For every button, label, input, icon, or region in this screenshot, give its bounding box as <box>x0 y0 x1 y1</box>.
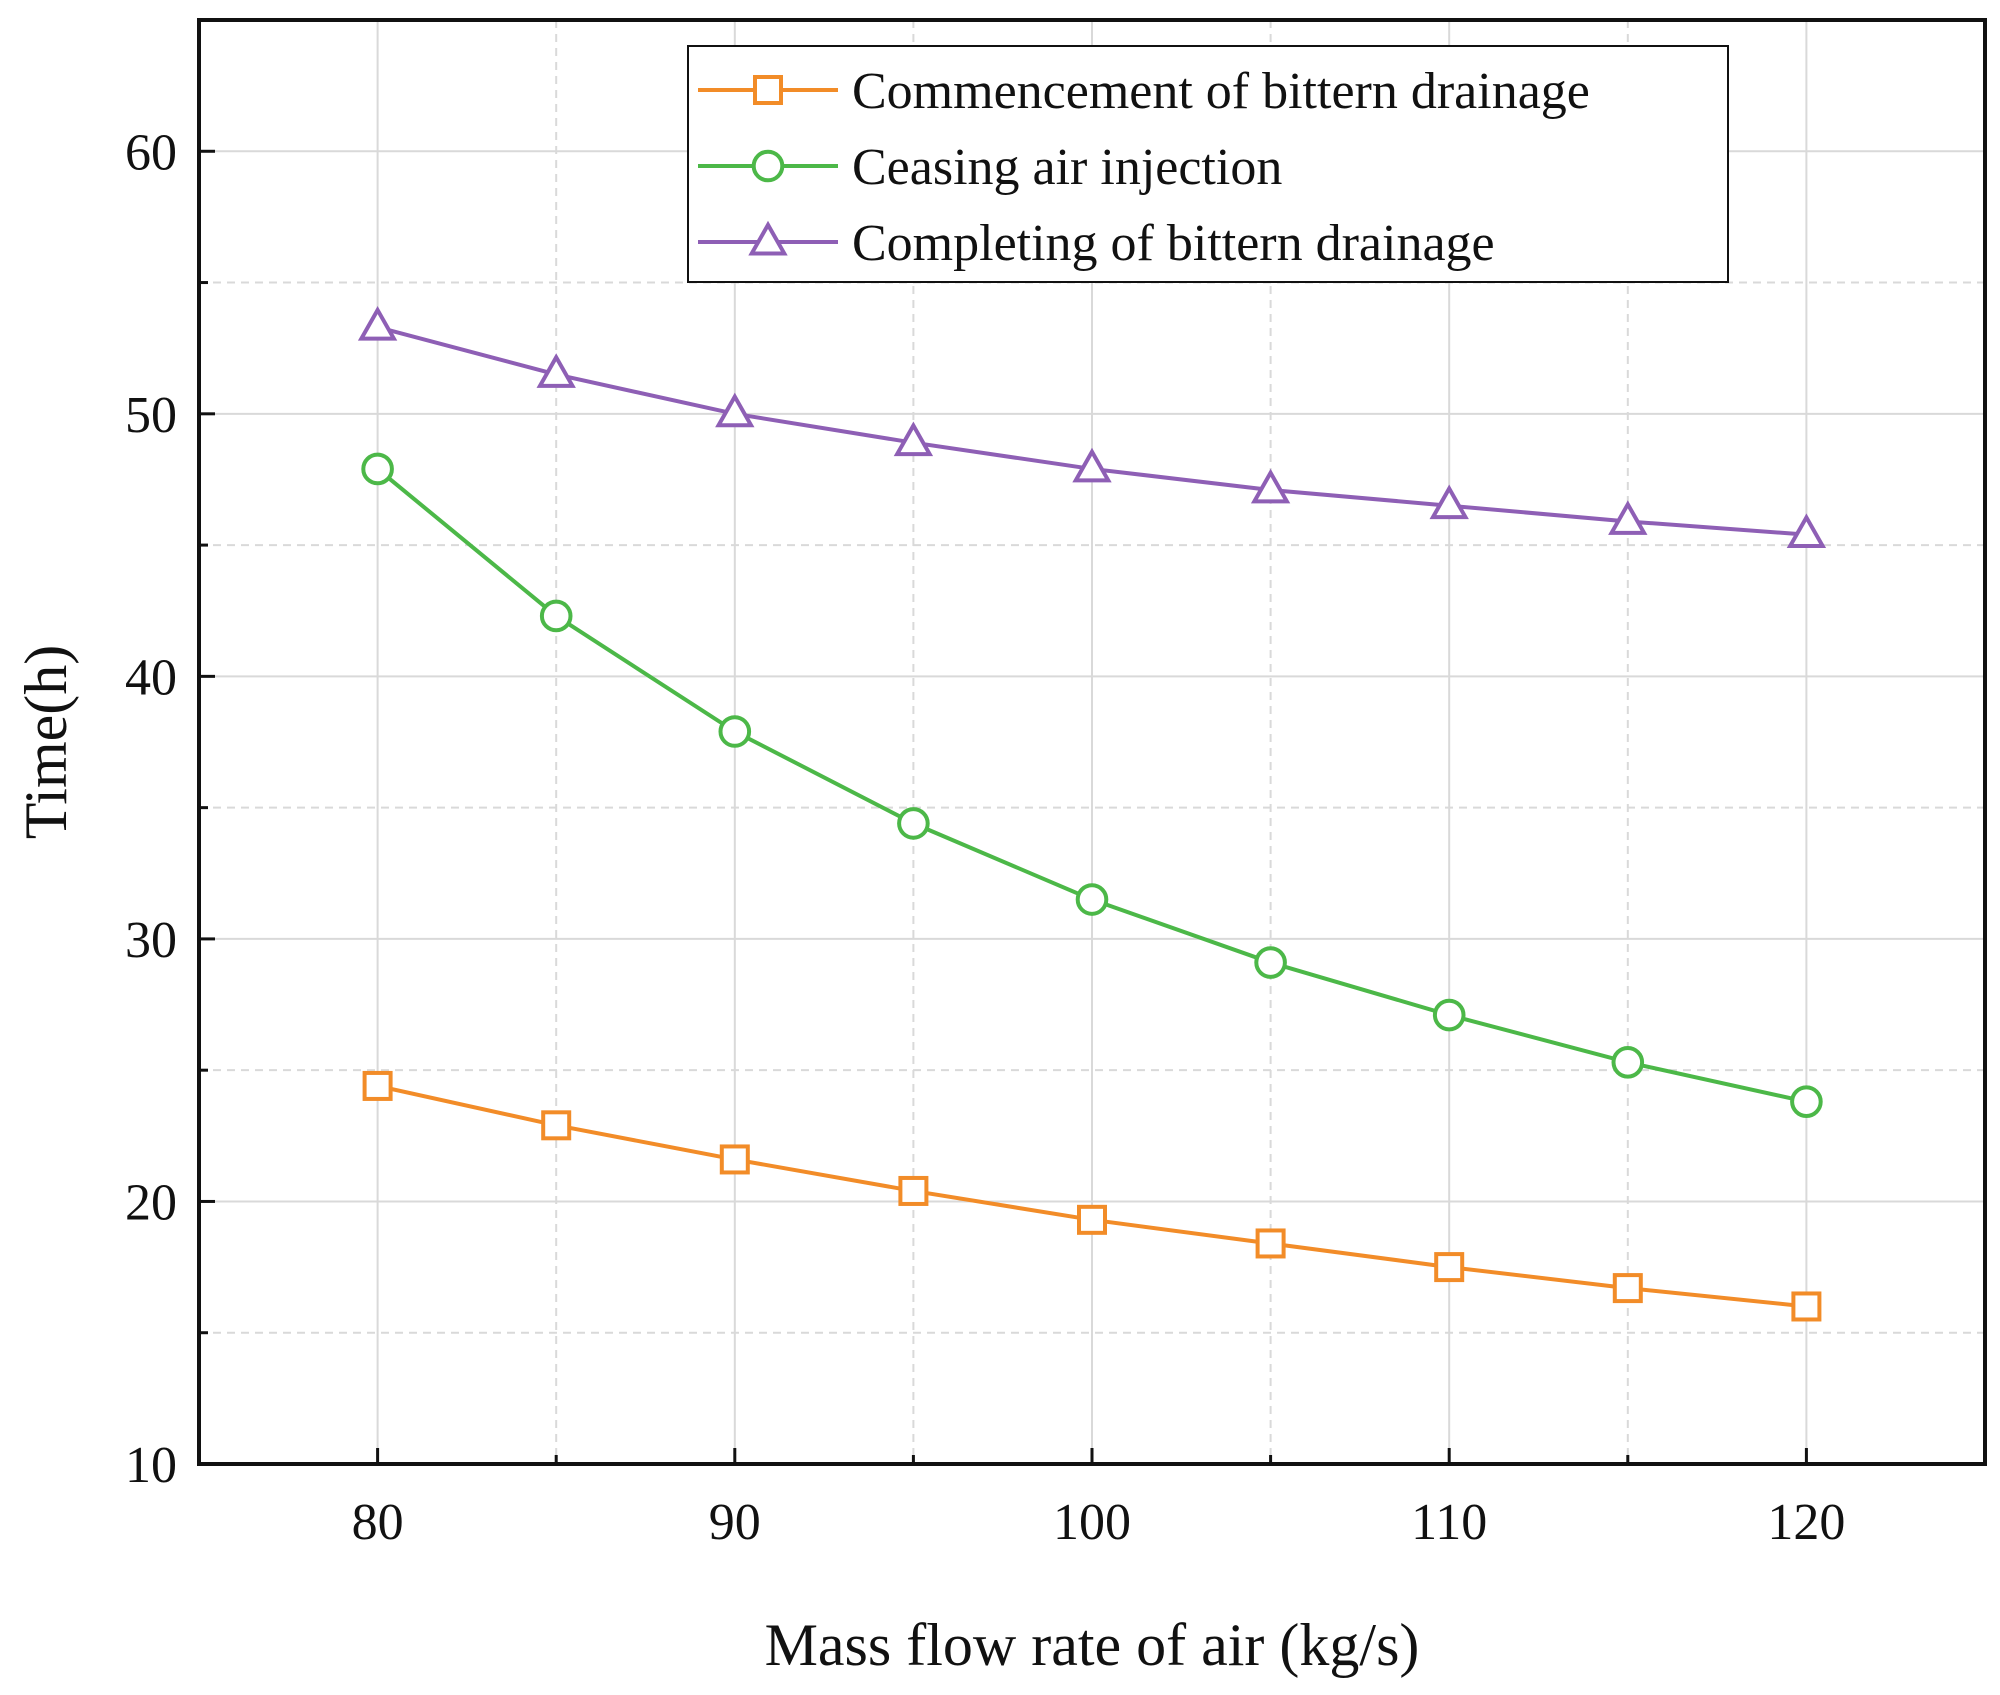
series-1 <box>362 1070 1822 1322</box>
series-2 <box>361 452 1823 1118</box>
data-point <box>715 392 755 428</box>
data-point <box>1254 946 1287 979</box>
legend-label: Commencement of bittern drainage <box>852 63 1590 120</box>
tick-labels: 80 90 100 110 120 10 20 30 40 50 60 <box>125 124 1845 1551</box>
data-point <box>898 1175 929 1206</box>
x-axis-label: Mass flow rate of air (kg/s) <box>765 1612 1420 1678</box>
legend-label: Completing of bittern drainage <box>852 215 1495 272</box>
data-point <box>1075 883 1109 916</box>
data-point <box>536 353 576 388</box>
data-point <box>1077 1204 1107 1235</box>
data-point <box>1790 1085 1823 1118</box>
y-tick-label: 60 <box>125 124 177 181</box>
data-point <box>893 421 934 457</box>
y-tick-label: 10 <box>125 1437 177 1494</box>
data-point <box>1434 1252 1465 1283</box>
data-point <box>539 599 573 633</box>
data-point <box>361 452 394 486</box>
legend-marker <box>751 149 785 183</box>
data-point <box>1608 500 1648 535</box>
legend-entry: Ceasing air injection <box>698 139 1282 196</box>
axis-ticks <box>199 18 1808 1466</box>
data-point <box>1791 1291 1822 1322</box>
data-point <box>718 715 752 748</box>
series-3 <box>357 305 1827 549</box>
data-point <box>1250 468 1291 504</box>
data-point <box>1072 447 1112 483</box>
legend-box <box>687 45 1729 283</box>
legend-marker <box>753 75 783 105</box>
x-tick-label: 90 <box>709 1494 761 1551</box>
x-tick-label: 110 <box>1411 1494 1487 1551</box>
data-point <box>357 305 398 341</box>
series-group <box>357 305 1827 1322</box>
y-tick-label: 50 <box>125 387 177 444</box>
legend-label: Ceasing air injection <box>852 139 1282 196</box>
data-point <box>1786 513 1827 549</box>
legend-entry: Commencement of bittern drainage <box>698 63 1590 120</box>
x-tick-label: 80 <box>352 1494 404 1551</box>
y-tick-label: 40 <box>125 649 177 706</box>
data-point <box>719 1144 750 1175</box>
data-point <box>1255 1228 1286 1259</box>
data-point <box>362 1070 393 1101</box>
data-point <box>1611 1046 1645 1079</box>
data-point <box>1429 484 1469 520</box>
data-point <box>1612 1273 1643 1304</box>
y-axis-label: Time(h) <box>13 645 79 839</box>
x-tick-label: 100 <box>1053 1494 1131 1551</box>
data-point <box>897 807 930 840</box>
y-tick-label: 30 <box>125 912 177 969</box>
legend: Commencement of bittern drainage Ceasing … <box>687 45 1729 283</box>
legend-entry: Completing of bittern drainage <box>698 215 1495 272</box>
data-point <box>541 1110 572 1141</box>
data-point <box>1432 998 1466 1032</box>
legend-marker <box>748 220 788 256</box>
y-tick-label: 20 <box>125 1174 177 1231</box>
x-tick-label: 120 <box>1767 1494 1845 1551</box>
